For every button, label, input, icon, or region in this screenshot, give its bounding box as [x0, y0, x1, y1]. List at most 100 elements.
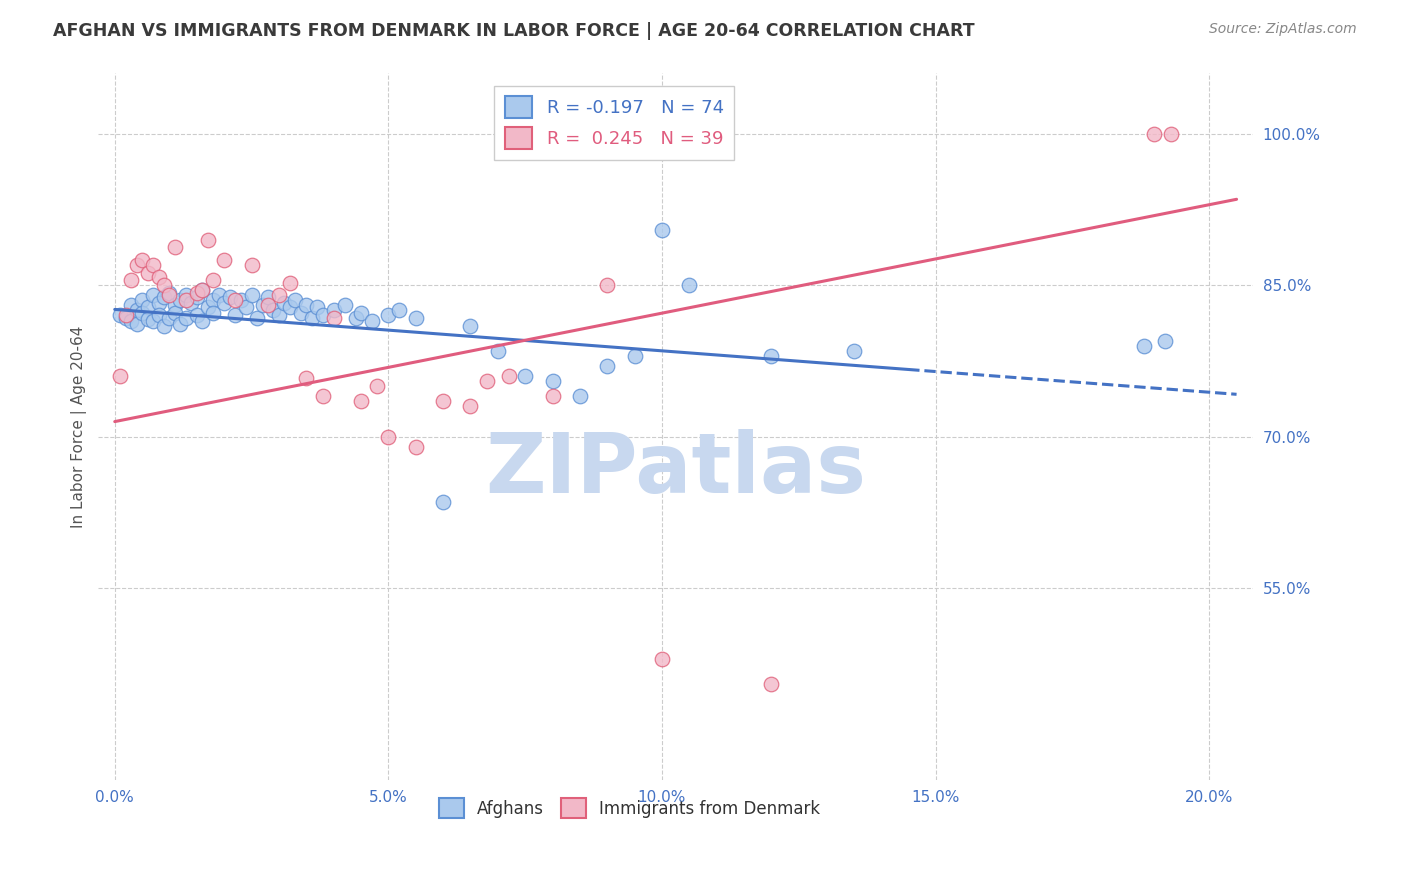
Point [1132, 339, 1154, 353]
Point [284, 293, 307, 308]
Point [246, 310, 269, 325]
Point [257, 298, 280, 312]
Point [131, 293, 153, 308]
Point [186, 309, 208, 323]
Point [460, 318, 482, 333]
Point [333, 298, 356, 312]
Point [432, 495, 454, 509]
Point [229, 293, 252, 308]
Point [180, 296, 202, 310]
Point [278, 276, 301, 290]
Point [1160, 127, 1182, 141]
Point [350, 306, 373, 320]
Point [131, 306, 153, 320]
Point [142, 313, 165, 327]
Point [125, 303, 148, 318]
Point [142, 288, 165, 302]
Point [596, 359, 619, 373]
Point [252, 298, 274, 312]
Point [191, 283, 214, 297]
Point [202, 273, 225, 287]
Point [1143, 127, 1166, 141]
Point [120, 273, 142, 287]
Point [148, 270, 170, 285]
Point [148, 309, 170, 323]
Point [186, 290, 208, 304]
Point [312, 389, 335, 403]
Text: Source: ZipAtlas.com: Source: ZipAtlas.com [1209, 22, 1357, 37]
Point [212, 296, 235, 310]
Point [110, 309, 132, 323]
Point [163, 240, 186, 254]
Point [174, 288, 197, 302]
Point [267, 309, 290, 323]
Point [278, 301, 301, 315]
Point [596, 278, 619, 293]
Point [186, 286, 208, 301]
Point [224, 293, 246, 308]
Point [541, 374, 564, 388]
Point [651, 222, 673, 236]
Point [312, 309, 335, 323]
Point [344, 310, 367, 325]
Point [142, 258, 165, 272]
Point [159, 286, 181, 301]
Point [515, 369, 537, 384]
Point [197, 301, 219, 315]
Point [1154, 334, 1177, 348]
Point [377, 309, 399, 323]
Point [153, 318, 176, 333]
Point [432, 394, 454, 409]
Point [623, 349, 645, 363]
Point [761, 349, 783, 363]
Legend: Afghans, Immigrants from Denmark: Afghans, Immigrants from Denmark [432, 791, 827, 825]
Point [568, 389, 591, 403]
Point [350, 394, 373, 409]
Point [114, 310, 136, 325]
Point [460, 400, 482, 414]
Point [159, 310, 181, 325]
Point [125, 258, 148, 272]
Point [159, 288, 181, 302]
Point [197, 233, 219, 247]
Point [486, 343, 509, 358]
Point [651, 652, 673, 666]
Point [240, 258, 263, 272]
Point [125, 317, 148, 331]
Point [163, 306, 186, 320]
Point [366, 379, 388, 393]
Point [202, 306, 225, 320]
Text: AFGHAN VS IMMIGRANTS FROM DENMARK IN LABOR FORCE | AGE 20-64 CORRELATION CHART: AFGHAN VS IMMIGRANTS FROM DENMARK IN LAB… [53, 22, 974, 40]
Point [131, 252, 153, 267]
Point [301, 310, 323, 325]
Point [208, 288, 231, 302]
Point [202, 293, 225, 308]
Point [224, 309, 246, 323]
Point [240, 288, 263, 302]
Point [110, 369, 132, 384]
Point [388, 303, 411, 318]
Point [295, 371, 318, 385]
Point [148, 296, 170, 310]
Text: ZIPatlas: ZIPatlas [485, 428, 866, 509]
Point [761, 677, 783, 691]
Point [295, 298, 318, 312]
Point [163, 298, 186, 312]
Point [678, 278, 700, 293]
Point [273, 296, 295, 310]
Point [405, 440, 427, 454]
Point [235, 301, 257, 315]
Point [153, 290, 176, 304]
Point [498, 369, 520, 384]
Point [169, 293, 191, 308]
Point [361, 313, 384, 327]
Point [262, 303, 284, 318]
Point [136, 311, 159, 326]
Point [120, 313, 142, 327]
Point [212, 252, 235, 267]
Point [153, 278, 176, 293]
Point [174, 310, 197, 325]
Point [120, 298, 142, 312]
Point [218, 290, 240, 304]
Point [191, 283, 214, 297]
